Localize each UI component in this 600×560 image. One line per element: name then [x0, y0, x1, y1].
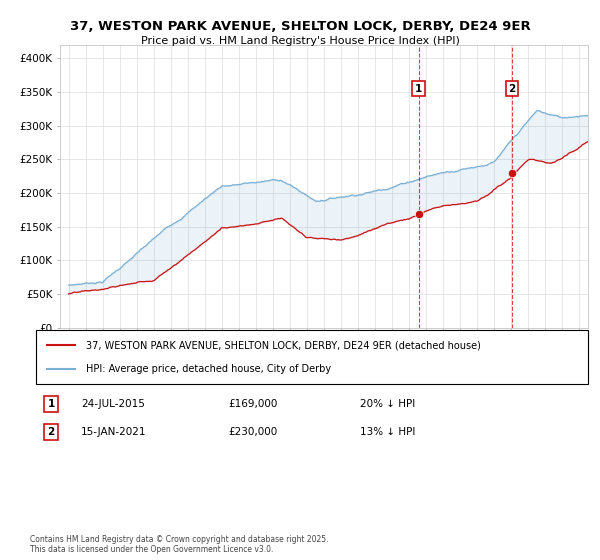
Text: £230,000: £230,000	[228, 427, 277, 437]
Text: 20% ↓ HPI: 20% ↓ HPI	[360, 399, 415, 409]
Text: 1: 1	[415, 83, 422, 94]
Text: 24-JUL-2015: 24-JUL-2015	[81, 399, 145, 409]
Text: £169,000: £169,000	[228, 399, 277, 409]
Text: 37, WESTON PARK AVENUE, SHELTON LOCK, DERBY, DE24 9ER (detached house): 37, WESTON PARK AVENUE, SHELTON LOCK, DE…	[86, 340, 481, 351]
Text: 1: 1	[47, 399, 55, 409]
Text: 37, WESTON PARK AVENUE, SHELTON LOCK, DERBY, DE24 9ER: 37, WESTON PARK AVENUE, SHELTON LOCK, DE…	[70, 20, 530, 32]
Text: 2: 2	[508, 83, 515, 94]
Text: Price paid vs. HM Land Registry's House Price Index (HPI): Price paid vs. HM Land Registry's House …	[140, 36, 460, 46]
Text: 2: 2	[47, 427, 55, 437]
Text: HPI: Average price, detached house, City of Derby: HPI: Average price, detached house, City…	[86, 363, 331, 374]
Text: 15-JAN-2021: 15-JAN-2021	[81, 427, 146, 437]
Text: Contains HM Land Registry data © Crown copyright and database right 2025.
This d: Contains HM Land Registry data © Crown c…	[30, 535, 329, 554]
Text: 13% ↓ HPI: 13% ↓ HPI	[360, 427, 415, 437]
